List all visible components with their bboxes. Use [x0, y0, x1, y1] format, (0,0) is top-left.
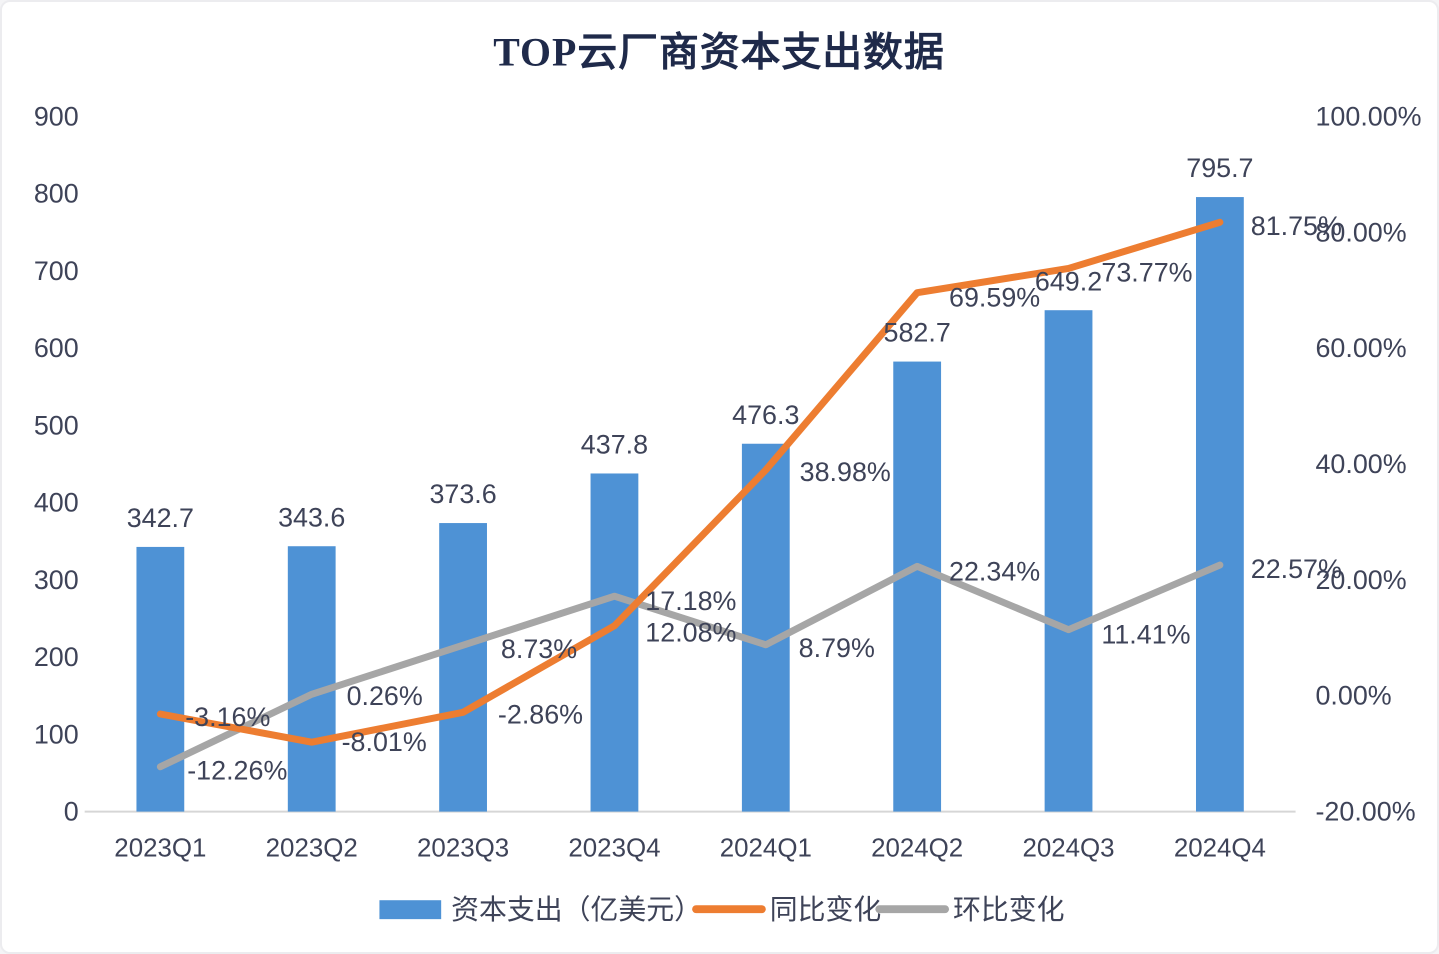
- qoq-value-label: 17.18%: [645, 586, 736, 616]
- yoy-value-label: -2.86%: [498, 699, 583, 729]
- axes: 0 100 200 300 400 500 600 700 800 900 -20.00% 0.00%…: [34, 101, 1422, 826]
- x-axis-label: 2023Q1: [114, 834, 206, 862]
- qoq-value-label: 0.26%: [347, 681, 423, 711]
- left-axis-tick: 100: [34, 719, 79, 749]
- bar-value-label: 343.6: [278, 502, 345, 532]
- bar-value-label: 437.8: [581, 430, 648, 460]
- x-axis-label: 2024Q2: [871, 834, 963, 862]
- line-series: [156, 218, 1224, 771]
- right-axis-tick: 40.00%: [1315, 449, 1406, 479]
- qoq-value-label: 8.73%: [501, 634, 577, 664]
- left-axis-tick: 0: [64, 797, 79, 827]
- yoy-value-label: 73.77%: [1101, 257, 1192, 287]
- bar-value-label: 582.7: [884, 318, 951, 348]
- yoy-value-label: 69.59%: [949, 283, 1040, 313]
- bar: [136, 546, 185, 812]
- left-axis-tick: 300: [34, 565, 79, 595]
- legend: 资本支出（亿美元） 同比变化 环比变化: [379, 894, 1065, 925]
- bar-value-label: 649.2: [1035, 266, 1102, 296]
- x-axis-label: 2023Q4: [568, 834, 660, 862]
- x-axis-label: 2024Q1: [720, 834, 812, 862]
- qoq-value-label: 8.79%: [799, 633, 875, 663]
- bar-value-label: 342.7: [127, 503, 194, 533]
- qoq-value-label: 22.34%: [949, 556, 1040, 586]
- bar: [1195, 197, 1244, 812]
- yoy-value-label: 38.98%: [800, 457, 891, 487]
- x-axis-label: 2024Q4: [1174, 834, 1266, 862]
- right-axis-tick: 100.00%: [1315, 101, 1421, 131]
- left-axis-tick: 800: [34, 179, 79, 209]
- yoy-value-label: 12.08%: [645, 618, 736, 648]
- left-axis-tick: 700: [34, 256, 79, 286]
- left-axis-tick: 400: [34, 488, 79, 518]
- right-axis-tick: 60.00%: [1315, 333, 1406, 363]
- legend-yoy-label: 同比变化: [770, 894, 882, 925]
- bar: [439, 523, 487, 812]
- bar: [590, 473, 639, 812]
- data-labels: 342.7 343.6 373.6 437.8 476.3 582.7 649.2 795.7…: [127, 153, 1342, 786]
- x-axis-labels: 2023Q1 2023Q2 2023Q3 2023Q4 2024Q1 2024Q2 2024…: [114, 834, 1266, 862]
- x-axis-label: 2023Q2: [266, 834, 358, 862]
- x-axis-label: 2024Q3: [1022, 834, 1114, 862]
- bar: [893, 361, 942, 812]
- left-axis-tick: 600: [34, 333, 79, 363]
- bar-value-label: 373.6: [429, 479, 496, 509]
- left-axis-tick: 500: [34, 410, 79, 440]
- yoy-value-label: 81.75%: [1251, 211, 1342, 241]
- left-axis-tick: 900: [34, 101, 79, 131]
- yoy-line: [156, 218, 1224, 746]
- right-axis-tick: -20.00%: [1315, 797, 1415, 827]
- bar-series: [136, 197, 1244, 812]
- chart-title: TOP云厂商资本支出数据: [493, 31, 945, 75]
- bar: [741, 443, 790, 812]
- x-axis-label: 2023Q3: [417, 834, 509, 862]
- left-axis-tick: 200: [34, 642, 79, 672]
- qoq-line: [156, 561, 1224, 771]
- qoq-value-label: 11.41%: [1101, 620, 1190, 650]
- bar-value-label: 476.3: [732, 400, 799, 430]
- qoq-value-label: -12.26%: [187, 756, 287, 786]
- right-axis-tick: 20.00%: [1315, 565, 1406, 595]
- bar-value-label: 795.7: [1186, 153, 1253, 183]
- legend-bar-swatch: [379, 900, 442, 920]
- bar: [1044, 310, 1093, 812]
- right-axis-tick: 0.00%: [1315, 681, 1391, 711]
- qoq-value-label: 22.57%: [1251, 554, 1342, 584]
- right-axis-tick: 80.00%: [1315, 217, 1406, 247]
- legend-qoq-label: 环比变化: [953, 894, 1064, 925]
- legend-bar-label: 资本支出（亿美元）: [451, 894, 702, 925]
- bar: [287, 546, 336, 812]
- yoy-value-label: -8.01%: [342, 727, 427, 757]
- yoy-value-label: -3.16%: [185, 702, 270, 732]
